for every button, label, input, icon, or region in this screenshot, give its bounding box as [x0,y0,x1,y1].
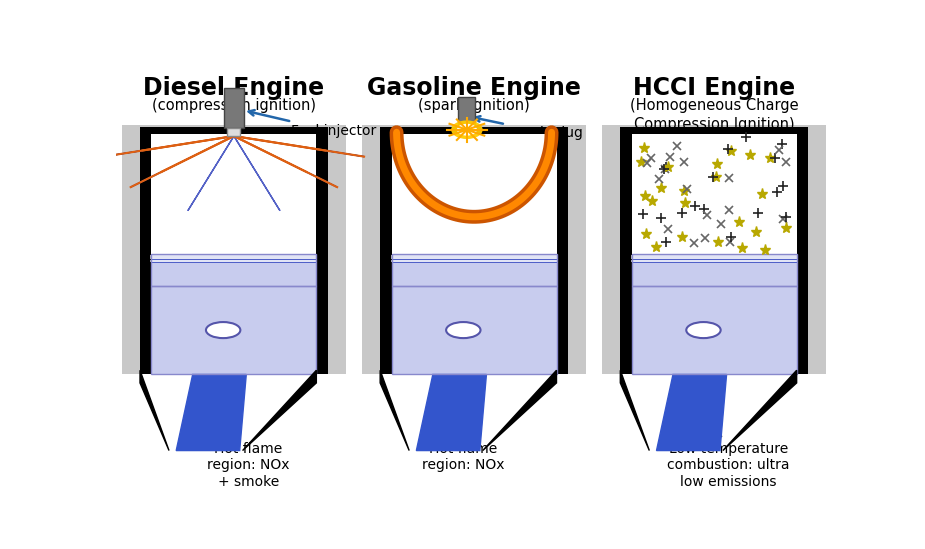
Bar [152,285,316,374]
Text: Low temperature
combustion: ultra
low emissions: Low temperature combustion: ultra low em… [667,307,790,489]
Bar [122,125,140,374]
Bar [327,125,346,374]
Text: Gasoline Engine: Gasoline Engine [367,76,581,100]
Bar [152,254,316,264]
Polygon shape [188,136,234,211]
Bar [228,128,240,136]
Bar [632,254,796,264]
Polygon shape [234,136,280,211]
Bar [458,97,475,130]
Bar [632,133,796,254]
Bar [621,133,632,374]
Bar [621,127,808,133]
Ellipse shape [686,322,721,338]
Text: (Homogeneous Charge
Compression Ignition): (Homogeneous Charge Compression Ignition… [630,98,798,132]
Text: Hot flame
region: NOx
+ smoke: Hot flame region: NOx + smoke [202,350,290,489]
Bar [152,133,316,254]
Bar [391,254,557,285]
Polygon shape [657,374,726,451]
Bar [140,127,327,133]
Polygon shape [242,370,316,451]
Bar [391,264,557,285]
Text: Fuel injector: Fuel injector [249,110,376,138]
Text: (compression ignition): (compression ignition) [152,98,316,113]
Bar [224,88,244,128]
Polygon shape [483,370,557,451]
Polygon shape [130,136,234,187]
Circle shape [457,124,477,136]
Bar [632,285,796,374]
Bar [391,285,557,374]
Polygon shape [140,370,169,451]
Polygon shape [176,374,246,451]
Polygon shape [380,370,409,451]
Bar [391,133,557,254]
Bar [568,125,586,374]
Polygon shape [416,374,487,451]
Bar [632,254,796,285]
Ellipse shape [206,322,240,338]
Bar [391,285,557,374]
Polygon shape [722,370,796,451]
Bar [363,125,380,374]
Bar [140,133,152,374]
Text: HCCI Engine: HCCI Engine [633,76,796,100]
Bar [808,125,826,374]
Bar [122,125,346,374]
Bar [796,133,808,374]
Bar [557,133,568,374]
Bar [632,264,796,285]
Bar [380,127,568,133]
Text: Spark plug: Spark plug [475,116,584,139]
Bar [391,254,557,264]
Polygon shape [104,136,234,156]
Text: (spark ignition): (spark ignition) [418,98,530,113]
Bar [152,285,316,374]
Bar [363,125,586,374]
Ellipse shape [446,322,480,338]
Text: Hot flame
region: NOx: Hot flame region: NOx [422,350,504,472]
Polygon shape [234,136,337,187]
Bar [380,133,391,374]
Bar [316,133,327,374]
Bar [602,125,826,374]
Bar [152,254,316,285]
Circle shape [451,120,483,139]
Polygon shape [234,136,364,156]
Bar [152,264,316,285]
Bar [632,285,796,374]
Polygon shape [621,370,649,451]
Text: Diesel Engine: Diesel Engine [143,76,325,100]
Bar [602,125,621,374]
